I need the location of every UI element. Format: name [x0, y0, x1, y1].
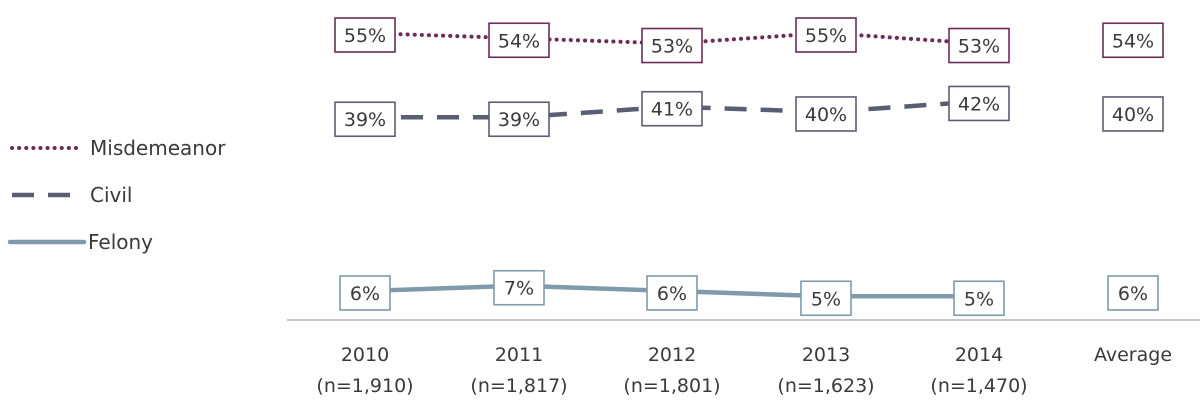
x-tick-sublabel: (n=1,817)	[470, 375, 567, 397]
svg-text:40%: 40%	[1112, 104, 1154, 126]
legend-item-civil: Civil	[12, 183, 132, 207]
data-label-felony: 5%	[953, 280, 1005, 317]
x-tick-labels: 2010 (n=1,910) 2011 (n=1,817) 2012 (n=1,801) 2…	[316, 344, 1172, 397]
x-tick-label: 2013	[802, 344, 850, 366]
svg-text:6%: 6%	[1118, 283, 1148, 305]
svg-text:6%: 6%	[350, 283, 380, 305]
data-label-felony: 6%	[646, 275, 698, 311]
svg-text:39%: 39%	[344, 109, 386, 131]
svg-text:5%: 5%	[811, 288, 841, 310]
data-label-misdemeanor: 55%	[795, 17, 857, 53]
svg-text:6%: 6%	[657, 283, 687, 305]
average-label-civil: 40%	[1102, 96, 1164, 132]
x-tick-label: Average	[1094, 344, 1172, 366]
svg-text:7%: 7%	[504, 278, 534, 300]
x-tick-sublabel: (n=1,910)	[316, 375, 413, 397]
x-tick-label: 2014	[955, 344, 1003, 366]
data-label-civil: 41%	[641, 90, 703, 127]
data-label-misdemeanor: 55%	[334, 17, 396, 53]
data-label-felony: 5%	[800, 280, 852, 317]
legend-item-felony: Felony	[7, 230, 153, 254]
legend-label: Felony	[88, 230, 153, 254]
svg-text:41%: 41%	[651, 99, 693, 121]
svg-text:54%: 54%	[1112, 30, 1154, 52]
data-label-civil: 40%	[795, 96, 857, 132]
data-label-civil: 42%	[948, 85, 1010, 122]
x-tick-sublabel: (n=1,623)	[777, 375, 874, 397]
data-label-civil: 39%	[334, 101, 396, 138]
legend-label: Misdemeanor	[90, 136, 226, 160]
data-label-felony: 7%	[493, 269, 545, 306]
data-label-felony: 6%	[339, 275, 391, 311]
svg-text:39%: 39%	[498, 109, 540, 131]
legend-label: Civil	[90, 183, 132, 207]
data-labels: 55% 54% 53% 55% 53% 54% 39% 39% 41% 40% 42% 40% 6% 7%…	[334, 17, 1164, 317]
svg-text:53%: 53%	[651, 36, 693, 58]
data-label-misdemeanor: 53%	[948, 27, 1010, 64]
svg-text:42%: 42%	[958, 93, 1000, 115]
data-label-misdemeanor: 54%	[488, 22, 550, 59]
svg-text:55%: 55%	[344, 25, 386, 47]
svg-text:40%: 40%	[805, 104, 847, 126]
data-label-civil: 39%	[488, 101, 550, 138]
legend: Misdemeanor Civil Felony	[7, 136, 226, 254]
svg-text:5%: 5%	[964, 288, 994, 310]
average-label-misdemeanor: 54%	[1102, 22, 1164, 59]
data-label-misdemeanor: 53%	[641, 27, 703, 64]
average-label-felony: 6%	[1107, 275, 1159, 311]
legend-item-misdemeanor: Misdemeanor	[10, 136, 226, 160]
svg-text:55%: 55%	[805, 25, 847, 47]
x-tick-label: 2011	[495, 344, 543, 366]
svg-text:53%: 53%	[958, 36, 1000, 58]
x-tick-sublabel: (n=1,801)	[623, 375, 720, 397]
series-lines	[362, 30, 982, 299]
x-tick-sublabel: (n=1,470)	[930, 375, 1027, 397]
x-tick-label: 2010	[341, 344, 389, 366]
svg-text:54%: 54%	[498, 30, 540, 52]
x-tick-label: 2012	[648, 344, 696, 366]
